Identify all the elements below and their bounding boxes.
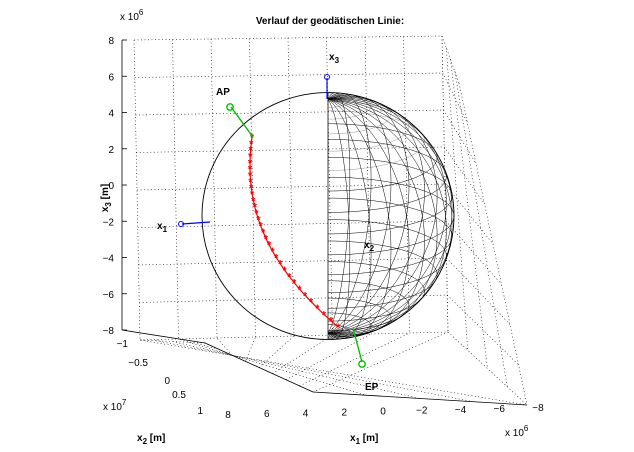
geodesic-point-marker: * [248, 170, 253, 182]
x1-tick-label: 0 [380, 407, 386, 418]
geodesic-point-marker: * [303, 290, 308, 302]
x3-tick-label: −2 [103, 217, 115, 228]
geodesic-point-marker: * [329, 316, 334, 328]
geodesic-point-marker: * [322, 309, 327, 321]
geodesic-point-marker: * [315, 303, 320, 315]
geodesic-point-marker: * [297, 284, 302, 296]
geodesic-point-marker: * [261, 227, 266, 239]
geodesic-line: ******************************* [248, 132, 341, 334]
geodesic-point-marker: * [248, 176, 253, 188]
x2-tick-labels: −1 −0.5 00.5 1 [117, 339, 204, 417]
chart-title: Verlauf der geodätischen Linie: [256, 16, 404, 27]
x1-tick-labels: 8 6 4 2 0 −2 −4 −6 −8 [225, 403, 544, 421]
axes-grid [133, 35, 528, 406]
x3-tick-label: 6 [108, 72, 114, 83]
x3-axis-label: x3 [m] [100, 184, 113, 212]
x1-tick-label: −4 [455, 405, 467, 416]
geodesic-point-marker: * [249, 183, 254, 195]
x3-tick-label: −8 [103, 326, 115, 337]
x1-tick-label: 2 [341, 407, 347, 418]
x2-tick-label: 0 [164, 376, 170, 387]
geodesic-point-marker: * [248, 157, 253, 169]
geodesic-point-marker: * [250, 189, 255, 201]
x1-axis-label: x1 [m] [350, 433, 378, 446]
geodesic-point-marker: * [336, 322, 341, 334]
x1-tick-label: 6 [264, 409, 270, 420]
x2-multiplier: x 107 [103, 398, 127, 413]
geodesic-point-marker: * [256, 214, 261, 226]
x3-tick-labels: 8 6 4 2 0 −2 −4 −6 −8 [103, 36, 127, 337]
geodesic-point-marker: * [287, 271, 292, 283]
x3-multiplier: x 106 [120, 8, 144, 23]
x1-tick-label: 4 [303, 408, 309, 419]
axis3-marker-label: x3 [329, 52, 340, 65]
x3-tick-label: 4 [108, 109, 114, 120]
geodesic-point-marker: * [309, 297, 314, 309]
geodesic-point-marker: * [282, 265, 287, 277]
geodesic-point-marker: * [274, 252, 279, 264]
x2-tick-label: 1 [197, 406, 203, 417]
ellipsoid-mesh [201, 92, 455, 340]
x2-tick-label: −1 [117, 339, 129, 350]
geodesic-point-marker: * [249, 145, 254, 157]
geodesic-point-marker: * [270, 246, 275, 258]
x2-axis-label: x2 [m] [137, 433, 165, 446]
end-point-label: EP [365, 382, 379, 393]
x1-tick-label: −6 [494, 404, 506, 415]
geodesic-point-marker: * [248, 151, 253, 163]
x3-tick-label: −6 [103, 290, 115, 301]
axis1-marker-label: x1 [157, 221, 168, 234]
x3-tick-label: 0 [108, 181, 114, 192]
endpoint-markers [226, 103, 366, 368]
x1-multiplier: x 106 [505, 424, 529, 439]
geodesic-point-marker: * [251, 195, 256, 207]
x1-tick-label: 8 [225, 410, 231, 421]
x2-tick-label: 0.5 [172, 390, 186, 401]
geodesic-point-marker: * [278, 259, 283, 271]
geodesic-point-marker: * [253, 202, 258, 214]
geodesic-point-marker: * [264, 233, 269, 245]
axis-markers [178, 74, 330, 227]
axis2-marker-label: x2 [364, 240, 375, 253]
geodesic-point-marker: * [292, 278, 297, 290]
x2-tick-label: −0.5 [128, 358, 148, 369]
geodesic-point-marker: * [254, 208, 259, 220]
x1-tick-label: −2 [416, 406, 428, 417]
start-point-label: AP [216, 87, 230, 98]
x3-tick-label: 2 [108, 145, 114, 156]
geodesic-point-marker: * [248, 164, 253, 176]
x3-tick-label: −4 [103, 254, 115, 265]
geodesic-point-marker: * [267, 240, 272, 252]
x1-tick-label: −8 [532, 403, 544, 414]
geodesic-point-marker: * [249, 138, 254, 150]
x3-tick-label: 8 [108, 36, 114, 47]
geodesic-point-marker: * [258, 221, 263, 233]
geodesic-point-marker: * [250, 132, 255, 144]
